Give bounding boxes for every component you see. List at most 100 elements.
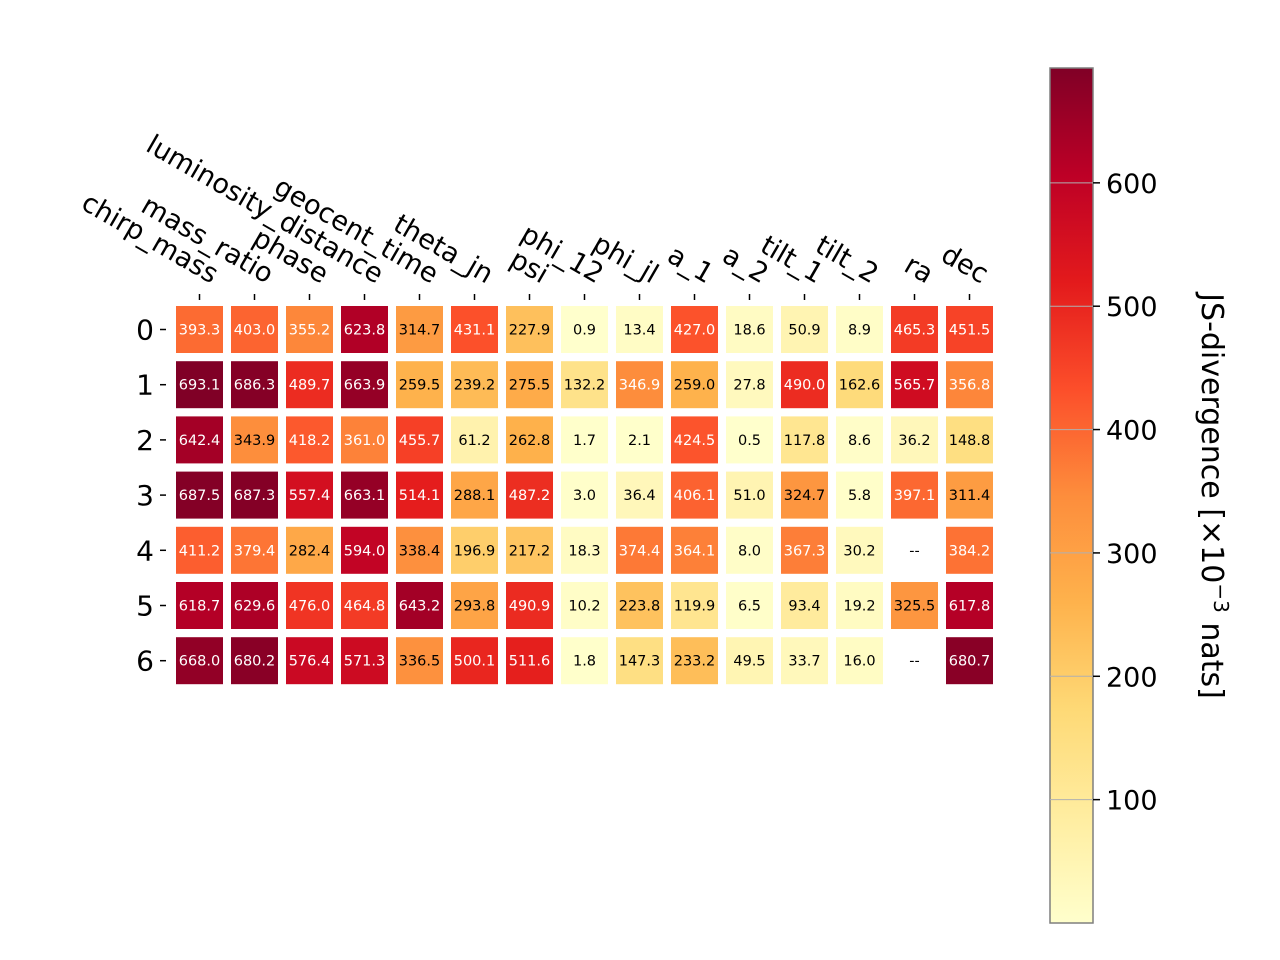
cell-value-label: --	[909, 543, 919, 559]
cell-value-label: 259.0	[674, 378, 716, 394]
cell-value-label: 2.1	[628, 433, 651, 449]
heatmap-cell	[891, 471, 938, 519]
heatmap-cell	[946, 582, 993, 629]
heatmap-cell	[286, 471, 333, 519]
cell-value-label: 693.1	[179, 378, 221, 394]
heatmap-cell	[671, 416, 718, 464]
cell-value-label: 629.6	[234, 599, 276, 615]
colorbar-title-exponent: −3	[1209, 583, 1233, 612]
cell-value-label: 557.4	[289, 488, 331, 504]
cell-value-label: 288.1	[454, 488, 496, 504]
heatmap-cell	[396, 306, 443, 353]
heatmap-cell	[396, 361, 443, 409]
cell-value-label: 680.7	[949, 654, 991, 670]
cell-value-label: 668.0	[179, 654, 221, 670]
cell-value-label: 49.5	[733, 654, 765, 670]
colorbar-tick-label: 100	[1106, 786, 1158, 817]
heatmap-cell	[671, 306, 718, 353]
heatmap-cell	[506, 526, 553, 574]
cell-value-label: 686.3	[234, 378, 276, 394]
cell-value-label: 364.1	[674, 543, 716, 559]
colorbar-tick-label: 200	[1106, 662, 1158, 693]
heatmap-cell	[286, 637, 333, 685]
cell-value-label: 576.4	[289, 654, 331, 670]
heatmap-cell	[946, 361, 993, 409]
row-label: 3	[136, 479, 154, 512]
heatmap-cell	[891, 416, 938, 464]
cell-value-label: 393.3	[179, 323, 221, 339]
column-ticks	[198, 294, 971, 300]
heatmap-cells: 393.3 403.0 355.2 623.8 314.7 431.1 227.9 0.9 13…	[176, 306, 993, 685]
cell-value-label: 384.2	[949, 543, 991, 559]
heatmap-cell	[726, 582, 773, 629]
cell-value-label: 356.8	[949, 378, 991, 394]
cell-value-label: 643.2	[399, 599, 441, 615]
cell-value-label: 6.5	[738, 599, 761, 615]
colorbar-title-main: JS-divergence [×10	[1194, 291, 1229, 583]
cell-value-label: 476.0	[289, 599, 331, 615]
heatmap-cell	[561, 637, 608, 685]
cell-value-label: 455.7	[399, 433, 441, 449]
heatmap-cell	[946, 306, 993, 353]
cell-value-label: 500.1	[454, 654, 496, 670]
heatmap-cell	[781, 526, 828, 574]
heatmap-cell	[176, 526, 223, 574]
heatmap-cell	[561, 361, 608, 409]
heatmap-cell	[836, 471, 883, 519]
heatmap-cell	[341, 637, 388, 685]
cell-value-label: 275.5	[509, 378, 551, 394]
heatmap-cell	[616, 582, 663, 629]
cell-value-label: 397.1	[894, 488, 936, 504]
heatmap-cell	[396, 637, 443, 685]
cell-value-label: 162.6	[839, 378, 881, 394]
heatmap-cell	[946, 471, 993, 519]
heatmap-cell	[891, 361, 938, 409]
cell-value-label: 30.2	[843, 543, 875, 559]
heatmap-cell	[891, 582, 938, 629]
heatmap-cell	[451, 361, 498, 409]
heatmap-cell	[176, 471, 223, 519]
cell-value-label: 8.9	[848, 323, 871, 339]
cell-value-label: 8.0	[738, 543, 761, 559]
heatmap-cell	[231, 416, 278, 464]
row-label: 2	[136, 424, 154, 457]
cell-value-label: 3.0	[573, 488, 596, 504]
heatmap-cell	[561, 526, 608, 574]
heatmap-cell	[616, 526, 663, 574]
heatmap-cell	[506, 416, 553, 464]
cell-value-label: 36.4	[623, 488, 655, 504]
column-label: phi_jl	[587, 228, 663, 290]
cell-value-label: 282.4	[289, 543, 331, 559]
cell-value-label: 5.8	[848, 488, 871, 504]
heatmap-cell	[286, 306, 333, 353]
cell-value-label: 311.4	[949, 488, 991, 504]
heatmap-cell	[671, 361, 718, 409]
cell-value-label: 594.0	[344, 543, 386, 559]
cell-value-label: 148.8	[949, 433, 991, 449]
heatmap-cell	[561, 471, 608, 519]
heatmap-cell	[231, 637, 278, 685]
heatmap-cell	[891, 306, 938, 353]
cell-value-label: 511.6	[509, 654, 551, 670]
cell-value-label: 233.2	[674, 654, 716, 670]
heatmap-cell	[671, 471, 718, 519]
heatmap-cell	[781, 416, 828, 464]
cell-value-label: 93.4	[788, 599, 820, 615]
row-label: 6	[136, 645, 154, 678]
heatmap-cell	[781, 582, 828, 629]
cell-value-label: 336.5	[399, 654, 441, 670]
heatmap-cell	[946, 637, 993, 685]
cell-value-label: 0.5	[738, 433, 761, 449]
heatmap-cell	[231, 361, 278, 409]
heatmap-cell	[836, 526, 883, 574]
heatmap-cell	[286, 361, 333, 409]
cell-value-label: 147.3	[619, 654, 661, 670]
cell-value-label: 565.7	[894, 378, 936, 394]
heatmap-cell	[726, 361, 773, 409]
heatmap-cell	[726, 526, 773, 574]
cell-value-label: 325.5	[894, 599, 936, 615]
heatmap-cell	[506, 306, 553, 353]
heatmap-cell	[396, 471, 443, 519]
